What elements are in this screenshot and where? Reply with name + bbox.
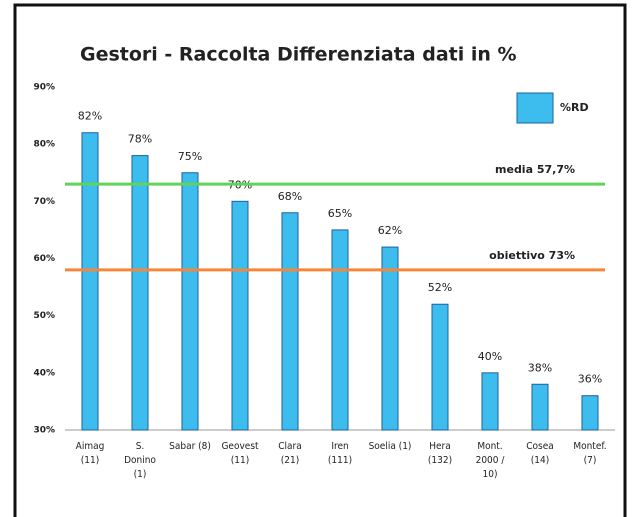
- x-tick-label: S. Donino (1): [124, 441, 156, 480]
- x-tick-label: Mont. 2000 / 10): [475, 441, 505, 480]
- x-tick-label: Aimag (11): [75, 441, 105, 466]
- value-label: 78%: [128, 133, 152, 146]
- y-tick-label: 70%: [33, 197, 55, 207]
- bar: [381, 246, 399, 431]
- y-tick-label: 80%: [33, 140, 55, 150]
- bar: [481, 372, 499, 431]
- legend-swatch: [516, 92, 554, 124]
- y-tick-label: 90%: [33, 83, 55, 93]
- bar: [81, 132, 99, 431]
- bar: [281, 212, 299, 431]
- reference-label: obiettivo 73%: [489, 249, 575, 262]
- x-tick-label: Geovest (11): [221, 441, 259, 466]
- value-label: 82%: [78, 110, 102, 123]
- bar: [131, 155, 149, 431]
- chart-title: Gestori - Raccolta Differenziata dati in…: [80, 44, 517, 66]
- value-label: 52%: [428, 281, 452, 294]
- y-tick-label: 30%: [33, 426, 55, 436]
- y-tick-label: 40%: [33, 368, 55, 378]
- y-tick-label: 50%: [33, 311, 55, 321]
- bar: [231, 200, 249, 431]
- value-label: 38%: [528, 361, 552, 374]
- value-label: 36%: [578, 373, 602, 386]
- bar: [531, 383, 549, 431]
- value-label: 62%: [378, 224, 402, 237]
- x-tick-label: Clara (21): [278, 441, 302, 466]
- value-label: 75%: [178, 150, 202, 163]
- x-tick-label: Soelia (1): [368, 441, 412, 452]
- y-tick-label: 60%: [33, 254, 55, 264]
- reference-label: media 57,7%: [495, 163, 575, 176]
- bar: [581, 395, 599, 431]
- value-label: 40%: [478, 350, 502, 363]
- bar: [331, 229, 349, 431]
- value-label: 65%: [328, 207, 352, 220]
- x-tick-label: Hera (132): [427, 441, 453, 466]
- x-tick-label: Iren (111): [327, 441, 353, 466]
- legend-label: %RD: [560, 101, 589, 114]
- x-tick-label: Montef. (7): [573, 441, 607, 466]
- x-tick-label: Sabar (8): [169, 441, 211, 452]
- value-label: 68%: [278, 190, 302, 203]
- bar: [431, 303, 449, 431]
- chart-frame: [13, 3, 627, 517]
- x-tick-label: Cosea (14): [526, 441, 554, 466]
- bar: [181, 172, 199, 431]
